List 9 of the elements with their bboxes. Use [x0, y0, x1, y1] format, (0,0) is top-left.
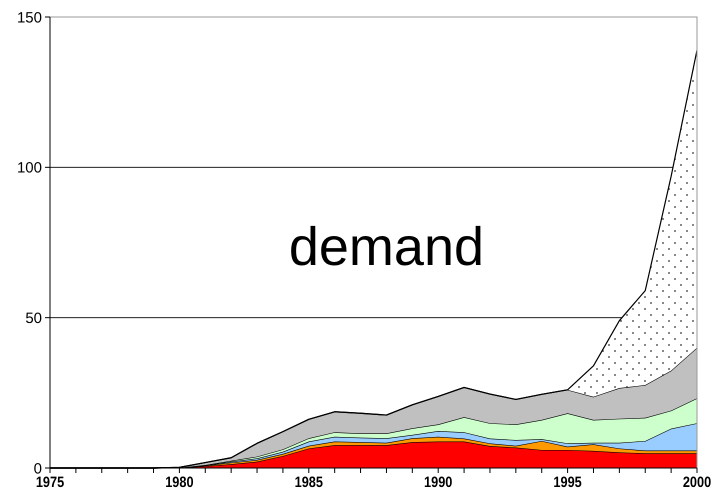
x-tick-label: 1985 — [294, 472, 324, 490]
x-tick-label: 1995 — [553, 472, 582, 490]
x-tick-label: 2000 — [682, 472, 712, 490]
x-tick-label: 1990 — [424, 472, 453, 490]
y-tick-label: 150 — [16, 9, 42, 26]
y-tick-label: 100 — [16, 160, 42, 177]
annotation: demand — [288, 217, 484, 278]
y-tick-label: 50 — [25, 310, 42, 327]
x-tick-label: 1980 — [165, 472, 194, 490]
